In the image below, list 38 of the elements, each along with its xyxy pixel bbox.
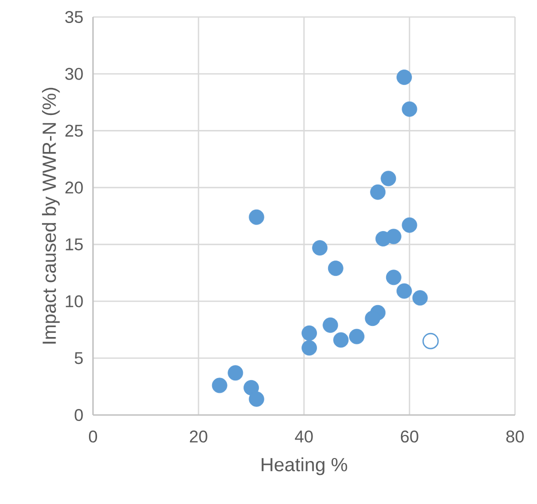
point <box>302 340 317 356</box>
y-tick-label: 25 <box>65 124 83 137</box>
y-tick-label: 10 <box>66 295 83 308</box>
point <box>212 378 228 394</box>
point <box>248 209 264 225</box>
x-tick-label: 20 <box>190 430 208 443</box>
x-tick-label: 40 <box>294 430 313 443</box>
point <box>412 290 428 306</box>
y-tick-label: 20 <box>65 182 83 194</box>
point <box>312 240 328 256</box>
x-tick-label: 60 <box>400 430 418 443</box>
point <box>396 283 412 299</box>
point <box>228 365 244 381</box>
y-tick-label: 5 <box>74 352 83 364</box>
point <box>349 328 364 344</box>
x-axis-title: Heating % <box>262 457 348 476</box>
point <box>248 391 264 407</box>
point <box>328 260 344 276</box>
y-axis-title: Impact caused by WWR-N (%) <box>42 88 60 344</box>
point <box>386 270 402 286</box>
point <box>302 325 317 341</box>
point <box>370 184 386 200</box>
point <box>396 70 412 85</box>
point <box>402 217 418 233</box>
point <box>364 310 380 326</box>
y-tick-label: 35 <box>65 10 83 24</box>
x-tick-label: 0 <box>88 430 98 443</box>
point <box>244 380 259 396</box>
x-tick-label: 80 <box>506 430 524 443</box>
y-tick-label: 15 <box>66 238 83 250</box>
y-tick-label: 30 <box>65 68 83 80</box>
point <box>322 317 338 333</box>
point <box>422 332 439 350</box>
point <box>402 101 418 117</box>
point <box>380 170 396 186</box>
point <box>333 332 349 348</box>
point <box>375 231 391 246</box>
y-tick-label: 0 <box>74 408 83 422</box>
